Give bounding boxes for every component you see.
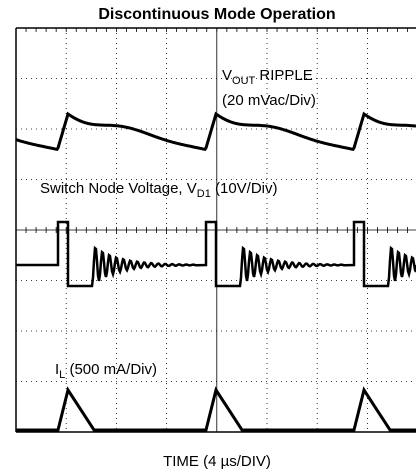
vout-trace <box>15 111 416 152</box>
switch-rest: (10V/Div) <box>211 180 278 197</box>
vout-rest: RIPPLE <box>255 67 313 84</box>
traces <box>15 111 416 432</box>
switch-main: Switch Node Voltage, V <box>40 180 197 197</box>
switch-label: Switch Node Voltage, VD1 (10V/Div) <box>40 180 278 200</box>
title: Discontinuous Mode Operation <box>98 6 335 23</box>
x-axis-label: TIME (4 µs/DIV) <box>163 453 271 470</box>
vout-sub: OUT <box>232 75 256 87</box>
inductor-sub: L <box>59 369 65 381</box>
switch-trace <box>16 220 416 288</box>
inductor-main: I <box>55 361 59 378</box>
vout-scale: (20 mVac/Div) <box>222 92 316 109</box>
inductor-label: IL (500 mA/Div) <box>55 361 157 381</box>
inductor-rest: (500 mA/Div) <box>65 361 157 378</box>
vout-label: VOUT RIPPLE <box>222 67 313 87</box>
switch-sub: D1 <box>197 188 211 200</box>
inductor-trace <box>16 386 416 432</box>
vout-main: V <box>222 67 232 84</box>
